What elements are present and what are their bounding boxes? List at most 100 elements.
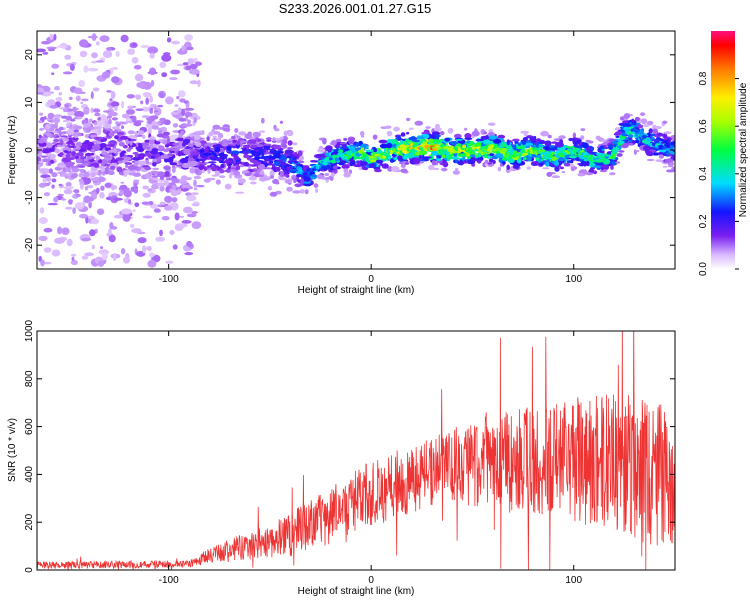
ridge-blob — [488, 129, 494, 133]
ridge-blob — [148, 139, 155, 145]
ridge-blob — [38, 160, 44, 164]
ridge-core-blob — [311, 174, 317, 178]
ridge-blob — [94, 112, 101, 117]
ridge-blob — [39, 112, 44, 116]
ridge-blob — [483, 139, 491, 145]
ridge-blob — [574, 140, 580, 145]
ridge-blob — [37, 139, 45, 144]
ridge-blob — [229, 171, 234, 176]
ridge-core-blob — [611, 153, 617, 158]
ridge-core-blob — [363, 153, 369, 157]
ridge-blob — [386, 130, 393, 137]
ridge-blob — [619, 116, 625, 121]
scatter-blob — [69, 63, 75, 71]
scatter-blob — [49, 33, 54, 40]
ridge-blob — [166, 137, 171, 144]
scatter-blob — [191, 211, 198, 214]
ridge-blob — [476, 142, 482, 148]
ridge-blob — [609, 172, 616, 176]
scatter-blob — [104, 182, 112, 188]
scatter-blob — [121, 208, 132, 215]
ridge-blob — [132, 172, 138, 176]
scatter-blob — [191, 203, 199, 207]
scatter-blob — [132, 43, 137, 47]
scatter-blob — [165, 260, 174, 264]
scatter-blob — [91, 52, 98, 59]
ridge-blob — [63, 150, 69, 153]
ridge-blob — [652, 128, 658, 135]
ridge-blob — [100, 139, 105, 143]
ridge-blob — [461, 161, 469, 164]
ridge-blob — [452, 170, 461, 175]
ridge-blob — [530, 145, 537, 148]
ridge-blob — [80, 143, 89, 149]
y-tick-label: 800 — [24, 370, 35, 387]
scatter-blob — [83, 65, 89, 73]
ridge-blob — [616, 153, 623, 157]
scatter-blob — [132, 209, 136, 213]
snr-frame — [36, 330, 676, 571]
ridge-blob — [666, 169, 675, 173]
ridge-blob — [444, 154, 450, 159]
ridge-blob — [46, 132, 52, 138]
scatter-blob — [150, 80, 155, 87]
ridge-blob — [212, 135, 217, 139]
ridge-blob — [75, 193, 81, 197]
y-tick-label: 10 — [24, 96, 35, 108]
spectrogram-x-label: Height of straight line (km) — [298, 285, 415, 296]
ridge-blob — [298, 154, 304, 161]
ridge-blob — [56, 144, 62, 148]
scatter-blob — [126, 94, 135, 99]
ridge-blob — [324, 173, 330, 176]
ridge-blob — [62, 152, 67, 156]
ridge-blob — [211, 128, 215, 133]
ridge-blob — [495, 153, 504, 159]
ridge-blob — [439, 131, 445, 136]
ridge-blob — [97, 128, 102, 134]
ridge-blob — [83, 171, 90, 178]
ridge-blob — [512, 138, 520, 142]
ridge-blob — [184, 123, 193, 127]
ridge-blob — [537, 144, 546, 148]
colorbar-ticks: 0.0 0.2 0.4 0.6 0.8 — [698, 71, 739, 276]
ridge-blob — [628, 142, 634, 146]
ridge-blob — [399, 161, 404, 165]
scatter-blob — [166, 37, 172, 43]
scatter-blob — [62, 71, 73, 75]
scatter-blob — [108, 228, 112, 236]
ridge-blob — [207, 161, 217, 164]
ridge-blob — [93, 136, 101, 140]
ridge-blob — [64, 104, 69, 108]
ridge-blob — [158, 120, 162, 123]
ridge-blob — [45, 177, 52, 182]
ridge-blob — [416, 136, 425, 140]
ridge-blob — [118, 142, 125, 147]
ridge-blob — [587, 148, 591, 154]
scatter-blob — [99, 246, 104, 250]
scatter-blob — [189, 63, 198, 70]
ridge-blob — [110, 165, 116, 170]
ridge-blob — [137, 142, 143, 146]
ridge-blob — [140, 142, 149, 146]
scatter-blob — [51, 249, 61, 257]
scatter-blob — [135, 94, 142, 100]
ridge-core-blob — [602, 157, 607, 162]
ridge-blob — [269, 170, 275, 176]
ridge-blob — [374, 168, 382, 173]
ridge-blob — [60, 198, 67, 201]
scatter-blob — [189, 80, 199, 85]
ridge-blob — [287, 140, 293, 146]
scatter-blob — [193, 187, 198, 191]
x-tick-label: 100 — [565, 575, 582, 586]
ridge-core-blob — [477, 149, 483, 154]
ridge-blob — [546, 171, 553, 177]
ridge-blob — [570, 167, 575, 172]
ridge-blob — [150, 104, 156, 108]
ridge-blob — [169, 162, 178, 166]
scatter-blob — [193, 179, 197, 187]
ridge-blob — [453, 133, 462, 139]
ridge-blob — [282, 138, 288, 145]
spectrogram-blobs — [37, 33, 675, 268]
ridge-blob — [524, 142, 534, 146]
ridge-blob — [236, 140, 240, 146]
